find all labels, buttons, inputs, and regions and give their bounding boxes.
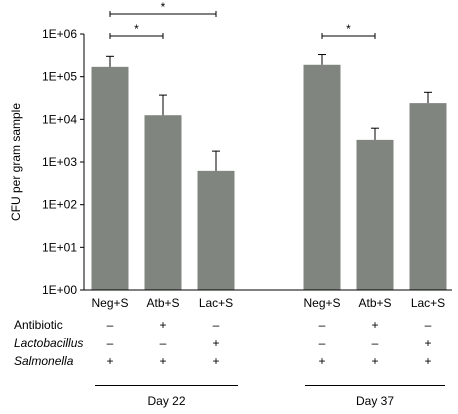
x-tick-label: Neg+S (91, 296, 128, 310)
row-label-antibiotic: Antibiotic (14, 318, 63, 332)
bar (197, 170, 235, 290)
condition-symbol: + (212, 354, 220, 368)
y-tick-label: 1E+04 (42, 112, 77, 126)
row-label-lactobacillus: Lactobacillus (14, 336, 84, 350)
condition-symbol: + (424, 336, 432, 350)
x-tick-label: Atb+S (146, 296, 179, 310)
x-tick-label: Lac+S (199, 296, 233, 310)
condition-symbol: + (371, 318, 379, 332)
condition-symbol: + (106, 354, 114, 368)
bar (91, 66, 129, 290)
bar (409, 103, 447, 290)
condition-symbol: + (371, 354, 379, 368)
condition-symbol: – (371, 336, 379, 350)
bar (356, 139, 394, 290)
bar (144, 115, 182, 290)
x-tick-label: Atb+S (358, 296, 391, 310)
condition-symbol: – (318, 318, 326, 332)
y-tick-label: 1E+00 (42, 283, 77, 297)
day-22-bracket-line (95, 385, 238, 386)
condition-symbol: + (424, 354, 432, 368)
row-label-salmonella: Salmonella (14, 354, 74, 368)
significance-star: * (161, 0, 166, 14)
significance-star: * (134, 22, 139, 36)
y-tick-label: 1E+05 (42, 70, 77, 84)
condition-symbol: + (318, 354, 326, 368)
y-tick-label: 1E+06 (42, 27, 77, 41)
y-tick-label: 1E+02 (42, 198, 77, 212)
condition-symbol: + (212, 336, 220, 350)
day-37-label: Day 37 (355, 394, 395, 408)
significance-star: * (346, 22, 351, 36)
condition-symbol: – (212, 318, 220, 332)
y-tick-label: 1E+01 (42, 240, 77, 254)
y-tick-label: 1E+03 (42, 155, 77, 169)
condition-symbol: + (159, 354, 167, 368)
condition-symbol: – (318, 336, 326, 350)
x-tick-label: Lac+S (411, 296, 445, 310)
condition-symbol: – (106, 336, 114, 350)
day-37-bracket-line (305, 385, 445, 386)
condition-symbol: – (159, 336, 167, 350)
bar (303, 64, 341, 290)
condition-symbol: – (424, 318, 432, 332)
x-tick-label: Neg+S (303, 296, 340, 310)
condition-symbol: + (159, 318, 167, 332)
y-axis-title: CFU per gram sample (9, 103, 23, 221)
day-22-label: Day 22 (147, 394, 186, 408)
condition-symbol: – (106, 318, 114, 332)
